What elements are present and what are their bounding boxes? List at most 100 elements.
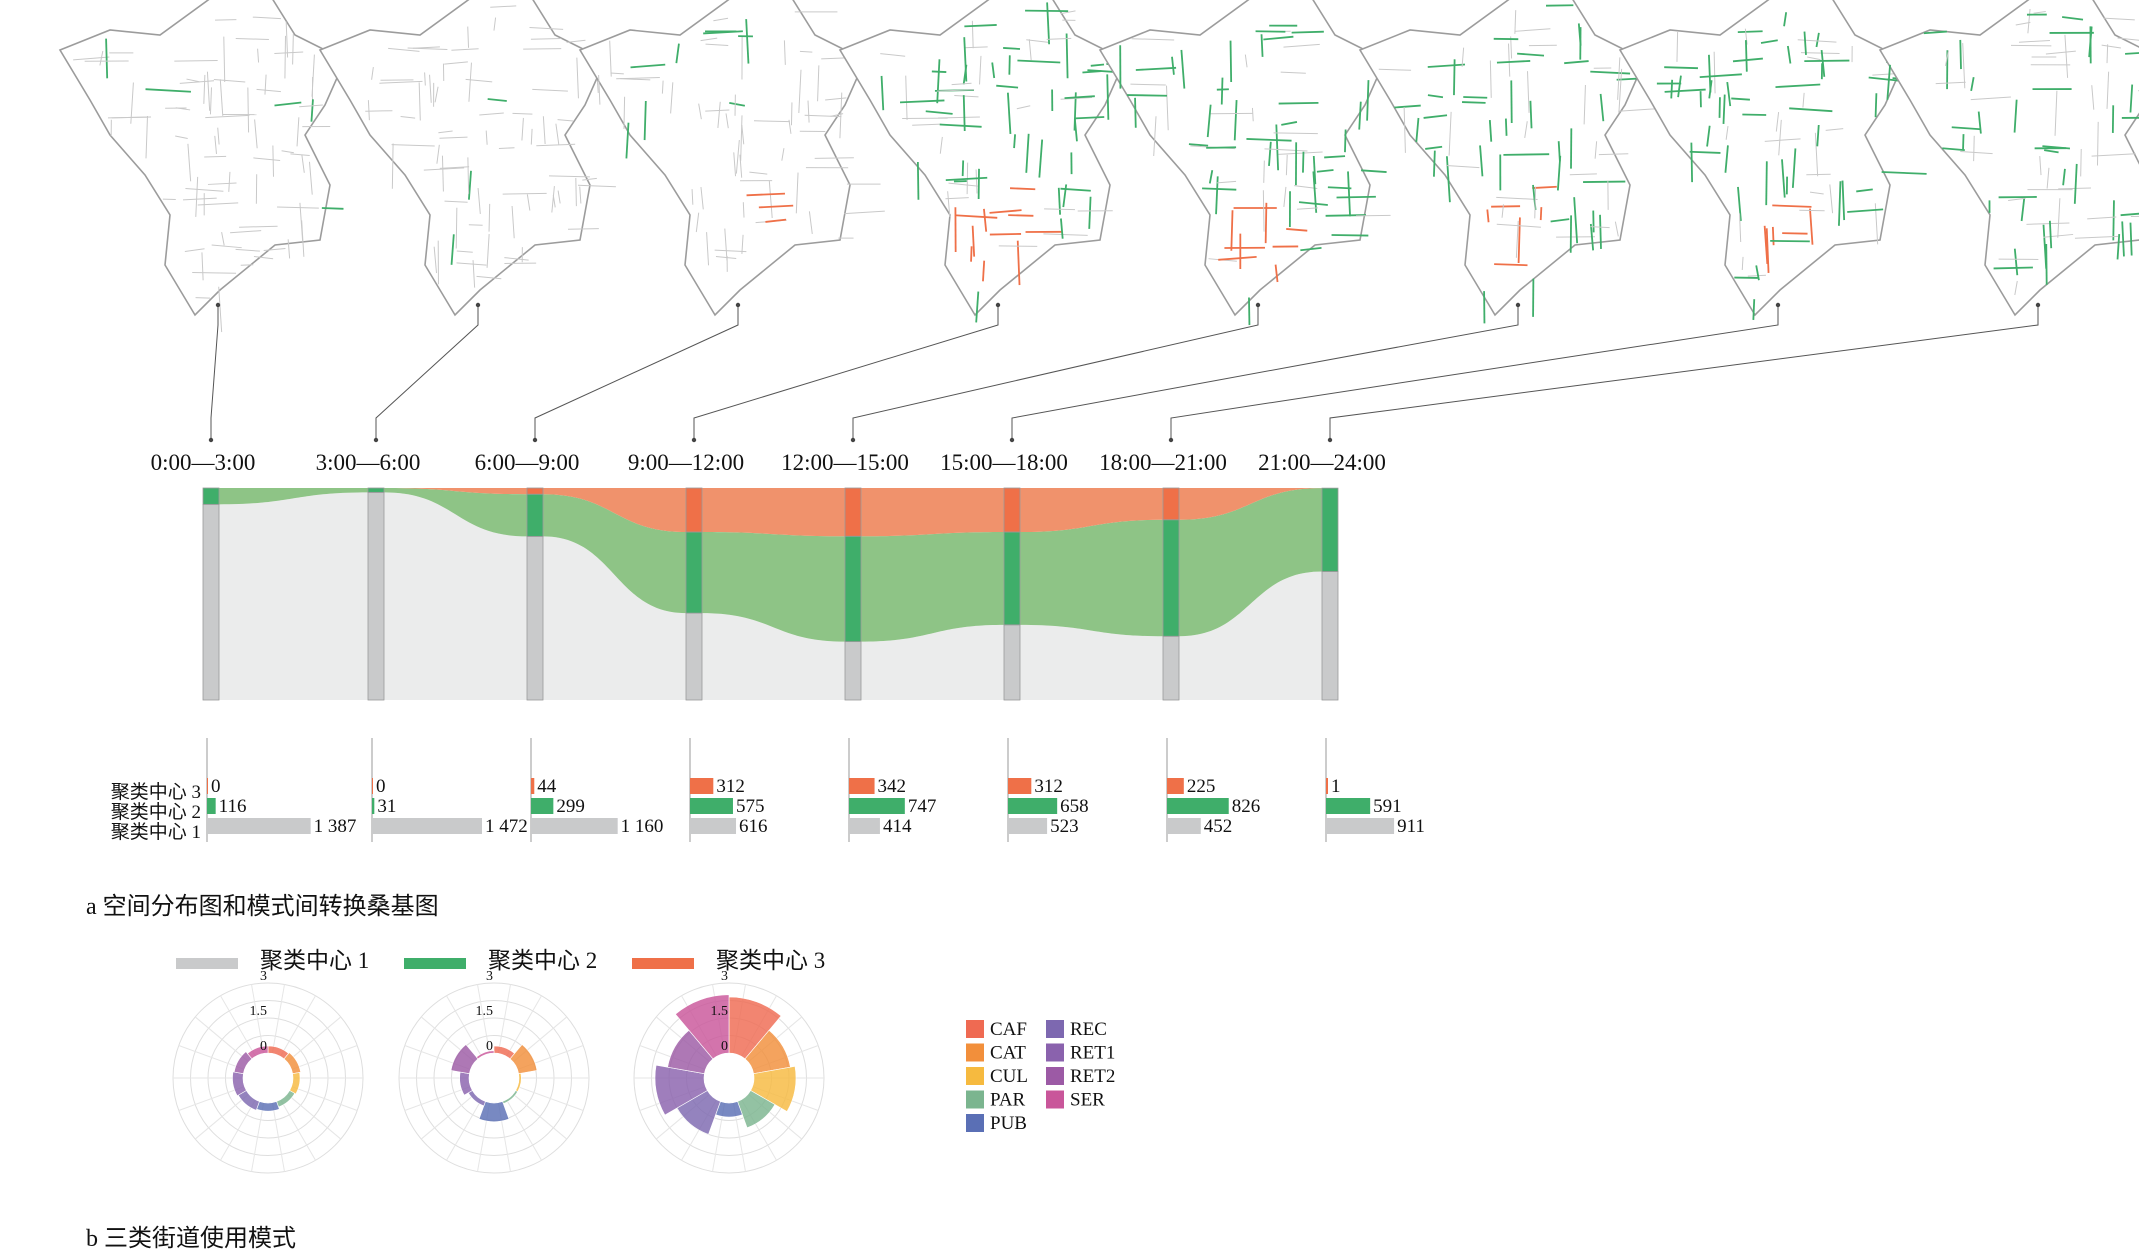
polar-bar-ret2: [451, 1045, 478, 1074]
street-map-4: [840, 0, 1143, 322]
street-segment: [2081, 149, 2082, 176]
time-label: 21:00—24:00: [1258, 450, 1386, 475]
polar-bar-cul: [290, 1072, 300, 1094]
street-map-8: [1880, 0, 2139, 315]
polar-tick-label: 0: [260, 1039, 267, 1054]
street-segment: [1731, 98, 1750, 99]
connector-line: [1330, 305, 2038, 440]
street-segment: [1345, 130, 1346, 153]
polar-spoke: [179, 1046, 245, 1070]
sankey-flow-c2: [861, 532, 1004, 642]
street-segment: [1206, 147, 1236, 148]
polar-spoke: [195, 1017, 249, 1062]
street-segment: [963, 160, 964, 176]
street-segment: [999, 246, 1037, 247]
bar-value-label: 312: [1034, 776, 1063, 797]
bar-value-label: 1 387: [314, 816, 357, 837]
street-segment: [1010, 188, 1035, 189]
street-segment: [192, 273, 236, 274]
legend-label: 聚类中心 1: [260, 948, 369, 973]
street-segment: [1804, 61, 1849, 62]
sankey-node-c2: [203, 488, 219, 504]
sankey-flow-c1: [219, 492, 368, 700]
street-map-3: [580, 0, 885, 315]
connector-dot: [209, 438, 213, 442]
category-label: PUB: [990, 1113, 1027, 1134]
street-segment: [645, 101, 646, 140]
sankey-node-c3: [1004, 488, 1020, 532]
bar-value-label: 1 160: [621, 816, 664, 837]
street-segment: [815, 158, 854, 159]
connector-dot: [2036, 303, 2040, 307]
street-segment: [1003, 48, 1020, 49]
bar-value-label: 414: [883, 816, 912, 837]
bar-value-label: 116: [219, 796, 247, 817]
connector-line: [853, 305, 1258, 440]
street-segment: [1799, 210, 1824, 211]
street-segment: [1434, 151, 1435, 177]
street-segment: [106, 39, 107, 79]
connector-dot: [216, 303, 220, 307]
bar-c2: [849, 798, 905, 814]
polar-spoke: [195, 1094, 249, 1139]
street-segment: [567, 40, 586, 42]
connector-line: [376, 305, 478, 440]
sankey-node-c1: [845, 642, 861, 700]
connector-dot: [1516, 303, 1520, 307]
polar-bar-ret1: [460, 1072, 473, 1095]
bar-value-label: 1: [1331, 776, 1341, 797]
street-segment: [1292, 32, 1324, 33]
category-label: RET2: [1070, 1066, 1115, 1087]
street-segment: [1014, 134, 1015, 148]
street-segment: [1994, 267, 2033, 268]
street-segment: [2103, 18, 2134, 20]
street-segment: [489, 204, 490, 232]
connector-dot: [1256, 303, 1260, 307]
street-segment: [1264, 161, 1265, 183]
district-boundary: [1620, 0, 1905, 315]
street-segment: [273, 146, 274, 177]
bar-c1: [849, 818, 880, 834]
bar-c2: [372, 798, 374, 814]
bar-c2: [1008, 798, 1057, 814]
sankey-node-c1: [203, 504, 219, 700]
bar-c1: [1008, 818, 1047, 834]
street-segment: [1025, 11, 1068, 12]
sankey-node-c2: [845, 536, 861, 641]
street-map-5: [1100, 0, 1401, 325]
street-segment: [456, 208, 457, 249]
bar-c1: [372, 818, 482, 834]
street-segment: [1960, 40, 1961, 69]
connector-line: [535, 305, 738, 440]
connector-dot: [996, 303, 1000, 307]
street-segment: [513, 113, 533, 114]
street-segment: [624, 97, 625, 129]
district-boundary: [1360, 0, 1645, 315]
street-segment: [1690, 152, 1721, 153]
polar-tick-label: 3: [260, 969, 267, 984]
bar-c2: [531, 798, 553, 814]
sankey-node-c2: [527, 494, 543, 536]
street-segment: [1008, 215, 1033, 216]
street-segment: [1876, 93, 1877, 117]
district-boundary: [1100, 0, 1385, 315]
street-segment: [990, 234, 1021, 235]
connector-dot: [476, 303, 480, 307]
street-segment: [983, 261, 984, 282]
polar-spoke: [287, 1017, 341, 1062]
bar-c3: [690, 778, 713, 794]
polar-spoke: [513, 1094, 567, 1139]
polar-spoke: [272, 1103, 284, 1172]
bar-c2: [1167, 798, 1229, 814]
bar-c1: [531, 818, 618, 834]
bar-c1: [1326, 818, 1394, 834]
street-segment: [1266, 203, 1267, 243]
polar-bar-rec: [468, 1091, 485, 1106]
street-segment: [322, 208, 344, 209]
time-label: 6:00—9:00: [475, 450, 580, 475]
sankey-node-c2: [1163, 520, 1179, 637]
polar-chart-2: 31.50: [399, 969, 589, 1173]
bar-value-label: 342: [878, 776, 907, 797]
polar-tick-label: 1.5: [711, 1004, 729, 1019]
